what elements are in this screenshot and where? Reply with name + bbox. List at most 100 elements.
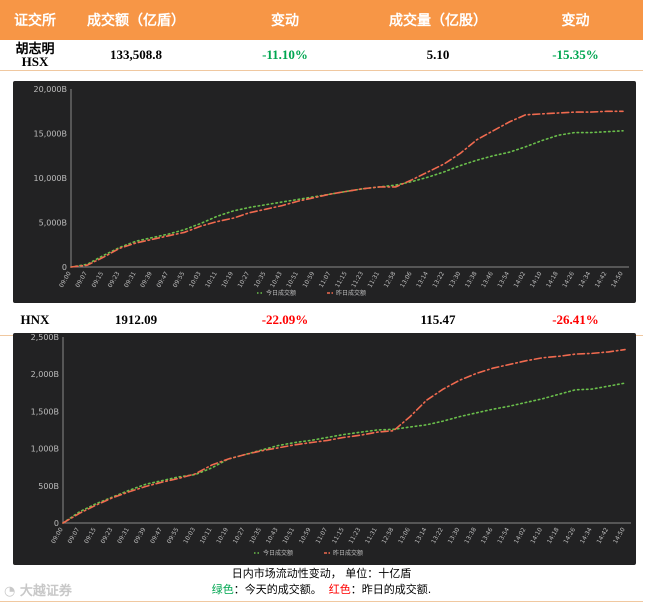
y-tick-label: 15,000B: [34, 130, 67, 139]
exchange-name-line2: HSX: [21, 54, 49, 69]
caption-line2: 绿色：今天的成交额。 红色：昨日的成交额.: [0, 582, 643, 598]
x-tick-label: 14:02: [513, 270, 528, 289]
hsx-liquidity-chart: 0 5,000B 10,000B 15,000B 20,000B 09:00 09:07 09…: [13, 81, 636, 303]
y-tick-label: 1,000B: [31, 445, 59, 454]
green-legend-label: 绿色: [211, 583, 234, 596]
trade-volume-change: -15.35%: [552, 47, 599, 62]
y-tick-label: 5,000B: [39, 219, 67, 228]
x-tick-label: 10:35: [253, 270, 268, 289]
y-tick-label: 0: [62, 263, 67, 272]
x-tick-label: 09:47: [149, 526, 164, 545]
x-tick-label: 13:06: [399, 270, 414, 289]
chart-caption: 日内市场流动性变动， 单位：十亿盾 绿色：今天的成交额。 红色：昨日的成交额.: [0, 566, 643, 604]
x-tick-label: 10:59: [298, 526, 313, 545]
trade-volume-change: -26.41%: [552, 312, 599, 327]
x-tick-label: 13:06: [397, 526, 412, 545]
x-tick-label: 11:15: [334, 270, 349, 289]
legend-label: 昨日成交额: [336, 289, 366, 297]
x-tick-label: 13:54: [496, 526, 511, 545]
y-tick-label: 20,000B: [34, 85, 67, 94]
series-line-today: [62, 382, 626, 524]
x-tick-label: 14:26: [561, 270, 576, 289]
x-tick-label: 11:31: [364, 526, 379, 545]
x-tick-label: 13:54: [496, 270, 511, 289]
caption-line1: 日内市场流动性变动， 单位：十亿盾: [231, 567, 412, 580]
x-tick-label: 13:22: [430, 526, 445, 545]
x-tick-label: 10:27: [237, 270, 252, 289]
x-tick-label: 14:10: [529, 270, 544, 289]
trade-volume: 115.47: [420, 312, 456, 327]
table-row-hsx: 胡志明 HSX 133,508.8 -11.10% 5.10 -15.35%: [0, 40, 643, 71]
x-tick-label: 09:15: [83, 526, 98, 545]
x-tick-label: 09:39: [133, 526, 148, 545]
x-tick-label: 10:59: [302, 270, 317, 289]
x-tick-label: 10:19: [220, 270, 235, 289]
x-tick-label: 09:55: [172, 270, 187, 289]
legend-label: 昨日成交额: [333, 549, 363, 557]
series-line-yesterday: [62, 348, 626, 524]
trade-value: 133,508.8: [110, 47, 162, 62]
bottom-divider: [0, 601, 643, 602]
x-tick-label: 09:39: [139, 270, 154, 289]
x-tick-label: 13:30: [447, 526, 462, 545]
x-tick-label: 13:14: [414, 526, 429, 545]
hnx-liquidity-chart: 0 500B 1,000B 1,500B 2,000B 2,500B 09:00 09:07 0…: [13, 333, 636, 565]
x-tick-label: 14:34: [578, 270, 593, 289]
x-tick-label: 10:11: [199, 526, 214, 545]
x-tick-label: 14:18: [545, 270, 560, 289]
logo-icon: ◔: [4, 584, 20, 599]
x-tick-label: 09:07: [67, 526, 82, 545]
x-tick-label: 09:00: [50, 526, 65, 545]
exchange-name: 胡志明 HSX: [0, 42, 70, 68]
trade-volume: 5.10: [426, 47, 450, 62]
watermark-text: 大越证券: [19, 584, 72, 599]
x-tick-label: 09:23: [107, 270, 122, 289]
col-value-change-header: 变动: [271, 14, 299, 29]
y-tick-label: 2,500B: [31, 333, 59, 342]
series-line-today: [70, 129, 624, 268]
x-tick-label: 10:43: [269, 270, 284, 289]
y-tick-label: 500B: [38, 482, 59, 491]
legend-label: 今日成交额: [266, 289, 296, 297]
x-tick-label: 11:23: [350, 270, 365, 289]
y-tick-label: 10,000B: [34, 174, 67, 183]
x-tick-label: 13:14: [415, 270, 430, 289]
x-tick-label: 10:51: [281, 526, 296, 545]
col-exchange-header: 证交所: [14, 14, 56, 29]
x-tick-label: 14:42: [594, 270, 609, 289]
green-legend-text: ：今天的成交额。: [233, 583, 322, 596]
x-tick-label: 09:31: [123, 270, 138, 289]
x-tick-label: 14:10: [529, 526, 544, 545]
x-tick-label: 11:15: [331, 526, 346, 545]
table-header-row: 证交所 成交额（亿盾） 变动 成交量（亿股） 变动: [0, 0, 643, 40]
watermark-logo: ◔ 大越证券: [4, 580, 72, 599]
x-tick-label: 14:02: [513, 526, 528, 545]
x-tick-label: 09:00: [58, 270, 73, 289]
x-tick-label: 10:27: [232, 526, 247, 545]
x-tick-label: 10:35: [248, 526, 263, 545]
trade-value-change: -22.09%: [261, 312, 309, 327]
y-tick-label: 0: [54, 519, 59, 528]
trade-value-change: -11.10%: [262, 47, 308, 62]
x-tick-label: 13:22: [431, 270, 446, 289]
x-tick-label: 11:31: [366, 270, 381, 289]
red-legend-text: ：昨日的成交额.: [350, 583, 432, 596]
legend-label: 今日成交额: [263, 549, 293, 557]
x-tick-label: 10:03: [182, 526, 197, 545]
x-tick-label: 14:50: [610, 270, 625, 289]
x-tick-label: 14:50: [612, 526, 627, 545]
series-line-yesterday: [70, 110, 624, 268]
x-tick-label: 09:47: [155, 270, 170, 289]
x-tick-label: 13:38: [463, 526, 478, 545]
col-value-header: 成交额（亿盾）: [87, 14, 185, 29]
x-tick-label: 11:23: [348, 526, 363, 545]
x-tick-label: 09:23: [100, 526, 115, 545]
table-row-hnx: HNX 1912.09 -22.09% 115.47 -26.41%: [0, 305, 643, 336]
x-tick-label: 11:07: [314, 526, 329, 545]
x-tick-label: 14:34: [579, 526, 594, 545]
x-tick-label: 12:58: [383, 270, 398, 289]
x-tick-label: 12:58: [381, 526, 396, 545]
trade-value: 1912.09: [114, 312, 158, 327]
